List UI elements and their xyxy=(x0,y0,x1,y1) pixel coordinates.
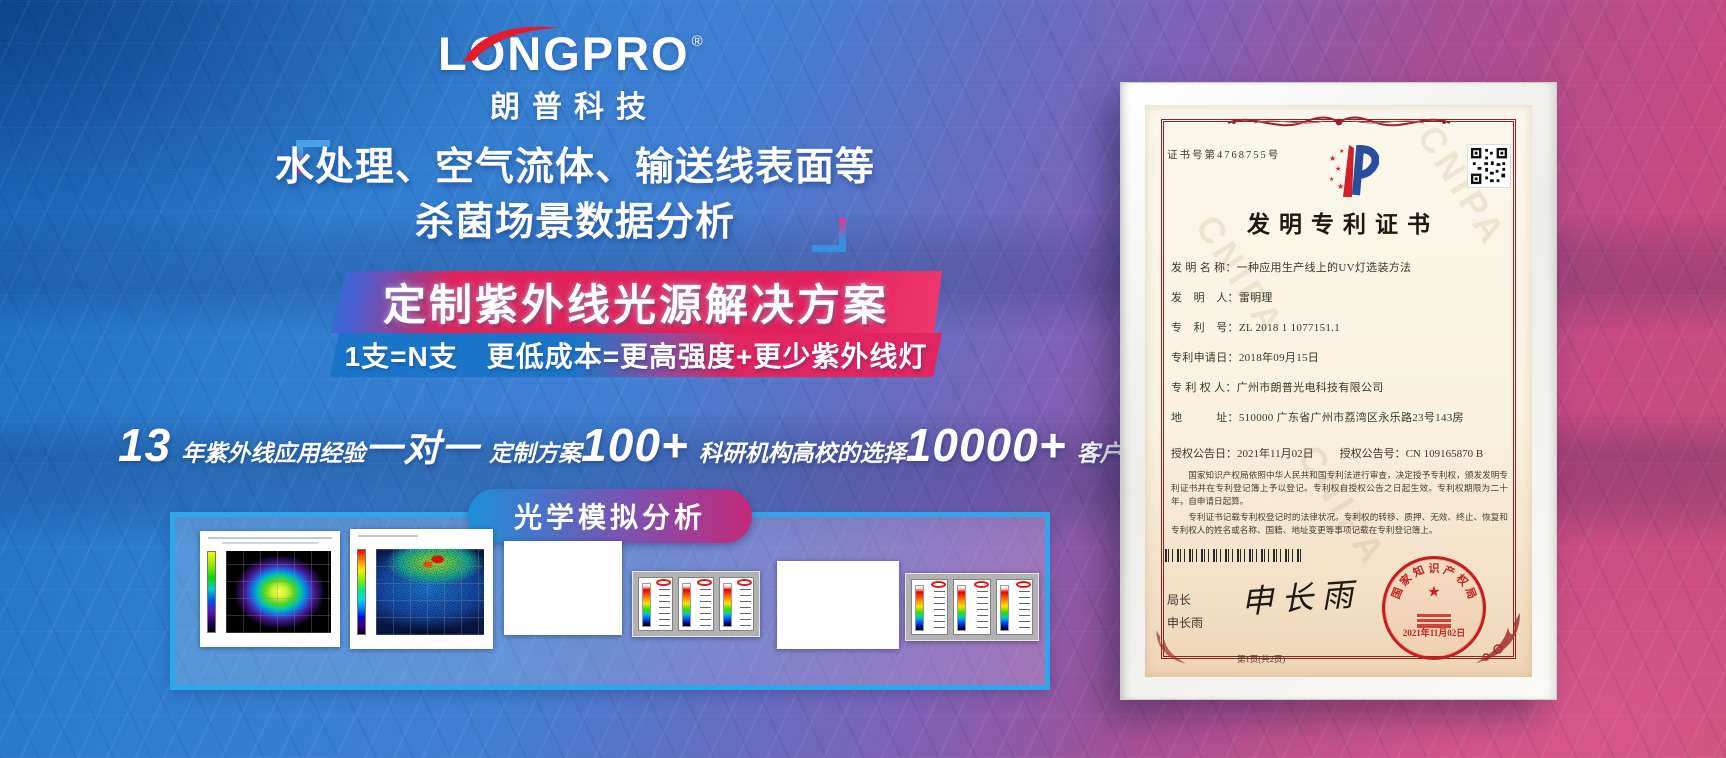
svg-text:★: ★ xyxy=(1329,154,1336,163)
stat-label: 科研机构高校的选择 xyxy=(698,440,906,466)
highlight-ellipse xyxy=(696,579,712,586)
field-patent-number: 专 利 号：ZL 2018 1 1077151.1 xyxy=(1171,322,1341,334)
optical-simulation-panel: 光学模拟分析 xyxy=(170,489,1050,690)
svg-text:★: ★ xyxy=(1337,182,1344,191)
heatmap-plot xyxy=(226,551,331,633)
heatmap-plot xyxy=(376,549,484,635)
director-block: 局长 申长雨 xyxy=(1167,589,1203,635)
seal-emblem xyxy=(1417,613,1451,628)
stat-value: 13 xyxy=(118,419,172,471)
cnipa-logo-icon: ★ ★ ★ ★ ★ xyxy=(1329,144,1379,197)
field-address: 地 址：510000 广东省广州市荔湾区永乐路23号143房 xyxy=(1171,412,1464,424)
colorbar xyxy=(995,579,1033,635)
corner-flourish-bottom-left xyxy=(1156,630,1186,664)
simulation-colorbar-panel-1 xyxy=(632,571,760,637)
highlight-ellipse xyxy=(736,579,752,586)
field-inventor: 发 明 人：雷明理 xyxy=(1171,292,1273,304)
colorbar xyxy=(357,549,366,635)
seal-date: 2021年11月02日 xyxy=(1402,627,1466,638)
highlight-ellipse xyxy=(973,581,989,588)
patent-certificate: CNIPA CNIPA CNIPA 证书号第4768755号 ★ ★ ★ ★ ★ xyxy=(1120,82,1557,700)
main-slogan-banner: 定制紫外线光源解决方案 xyxy=(330,271,942,333)
svg-text:★: ★ xyxy=(1339,148,1344,155)
seal-arc-text: 国家知识产权局 xyxy=(1390,563,1478,601)
colorbar xyxy=(718,577,754,631)
legal-paragraph-1: 国家知识产权局依照中华人民共和国专利法进行审查，决定授予专利权，颁发发明专利证书… xyxy=(1171,470,1508,506)
logo-chinese-name: 朗普科技 xyxy=(490,90,658,124)
director-title: 局长 xyxy=(1167,593,1192,607)
quote-bracket-top-left xyxy=(296,140,330,174)
headline-line2: 杀菌场景数据分析 xyxy=(414,201,735,244)
headline-line1: 水处理、空气流体、输送线表面等 xyxy=(274,146,875,189)
official-seal: 国家知识产权局 ★ 2021年11月02日 xyxy=(1382,556,1486,660)
brand-logo: LONGPRO ® 朗普科技 xyxy=(438,26,703,126)
highlight-ellipse xyxy=(931,581,947,588)
quote-bracket-bottom-right xyxy=(812,218,846,252)
legal-paragraph-2: 专利证书记载专利权登记时的法律状况。专利权的转移、质押、无效、终止、恢复和专利权… xyxy=(1171,511,1508,535)
colorbar xyxy=(953,579,991,635)
sub-slogan-banner: 1支=N支 更低成本=更高强度+更少紫外线灯 xyxy=(330,333,942,377)
page-footer: 第1页(共2页) xyxy=(1237,654,1286,664)
logo-swoosh-icon xyxy=(463,26,562,62)
seal-star-icon: ★ xyxy=(1427,584,1441,601)
panel-title-badge: 光学模拟分析 xyxy=(467,489,753,543)
certificate-title: 发明专利证书 xyxy=(1247,212,1439,237)
field-application-date: 专利申请日：2018年09月15日 xyxy=(1171,352,1320,364)
colorbar xyxy=(207,551,216,633)
headline: 水处理、空气流体、输送线表面等 杀菌场景数据分析 xyxy=(145,140,1005,250)
simulation-heatmap-noise xyxy=(350,529,493,649)
stat-label: 定制方案 xyxy=(489,440,582,466)
stat-experience: 13 年紫外线应用经验 xyxy=(118,418,365,472)
simulation-heatmap-red-2 xyxy=(777,561,899,649)
grant-announcement-row: 授权公告日：2021年11月02日 授权公告号：CN 109165870 B xyxy=(1171,448,1484,460)
svg-text:★: ★ xyxy=(1335,165,1341,173)
corner-flourish-bottom-right xyxy=(1476,613,1520,663)
stat-one-to-one: 一对一 定制方案 xyxy=(365,418,581,472)
highlight-ellipse xyxy=(656,579,672,586)
registered-mark: ® xyxy=(691,33,705,50)
stat-institutions: 100+ 科研机构高校的选择 xyxy=(581,418,906,472)
certificate-paper: CNIPA CNIPA CNIPA 证书号第4768755号 ★ ★ ★ ★ ★ xyxy=(1145,105,1532,677)
colorbar xyxy=(678,577,714,631)
svg-text:★: ★ xyxy=(1329,176,1334,183)
field-invention-name: 发 明 名 称：一种应用生产线上的UV灯选装方法 xyxy=(1171,262,1412,274)
stat-value: 100+ xyxy=(581,419,689,471)
highlight-ellipse xyxy=(1015,581,1031,588)
colorbar xyxy=(911,579,949,635)
simulation-heatmap-blob xyxy=(200,531,340,647)
stats-row: 13 年紫外线应用经验 一对一 定制方案 100+ 科研机构高校的选择 1000… xyxy=(118,418,1215,472)
certificate-fields: 发 明 名 称：一种应用生产线上的UV灯选装方法 发 明 人：雷明理 专 利 号… xyxy=(1171,263,1510,443)
director-signature: 申长雨 xyxy=(1239,574,1363,622)
simulation-heatmap-red-1 xyxy=(504,541,622,635)
director-name: 申长雨 xyxy=(1167,615,1204,630)
field-patentee: 专 利 权 人：广州市朗普光电科技有限公司 xyxy=(1171,382,1384,394)
legal-text: 国家知识产权局依照中华人民共和国专利法进行审查，决定授予专利权，颁发发明专利证书… xyxy=(1171,469,1508,539)
stat-value: 10000+ xyxy=(905,419,1067,471)
stat-label: 年紫外线应用经验 xyxy=(181,440,366,466)
simulation-colorbar-panel-2 xyxy=(905,573,1039,641)
certificate-number: 证书号第4768755号 xyxy=(1167,150,1281,161)
qr-code xyxy=(1468,145,1510,187)
stat-value: 一对一 xyxy=(365,428,480,469)
barcode xyxy=(1165,549,1303,562)
colorbar xyxy=(638,577,674,631)
top-flourish-ornament xyxy=(1227,116,1450,127)
